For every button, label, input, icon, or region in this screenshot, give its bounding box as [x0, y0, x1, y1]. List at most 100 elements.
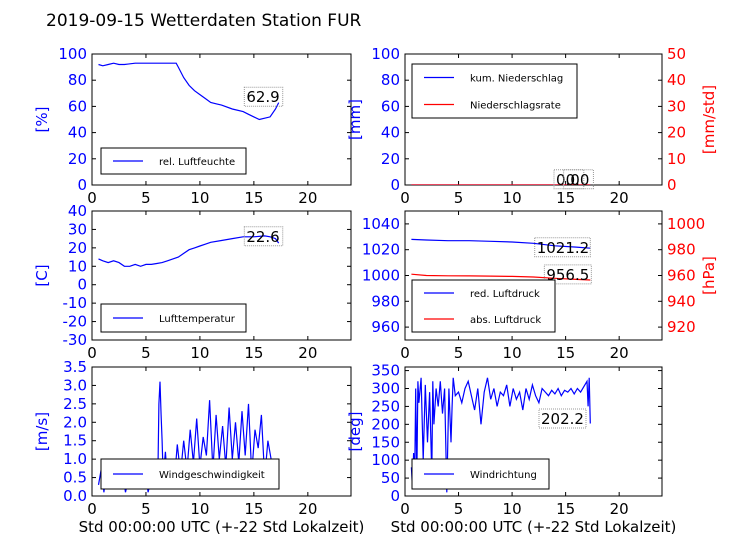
y-tick-label: 50	[381, 469, 400, 487]
series-line-humidity-0	[98, 62, 280, 121]
series-line-pressure-0	[411, 238, 591, 249]
y-right-axis-label: [mm/std]	[700, 85, 718, 154]
y-tick-label: 0	[77, 176, 87, 194]
x-tick-label: 5	[454, 500, 464, 518]
panel-precipitation: 0 5 10 15 20 0 20 40 60 80 100 0 10 20 30 40 50 [mm] [mm/s…	[346, 45, 718, 207]
value-annotation-box	[538, 408, 587, 429]
y-tick-label: 2.0	[63, 413, 87, 431]
series-line-temperature-0	[98, 235, 280, 267]
y-tick-label: 1.5	[63, 432, 87, 450]
x-tick-label: 5	[454, 344, 464, 362]
panel-pressure: 0 5 10 15 20 960 980 1000 1020 1040 920 940 960 980 10…	[362, 210, 718, 362]
y-tick-label: 10	[68, 257, 87, 275]
y-tick-label: 60	[381, 97, 400, 115]
y-axis-label: [deg]	[346, 412, 364, 452]
x-tick-label: 0	[400, 500, 410, 518]
x-axis-label: Std 00:00:00 UTC (+-22 Std Lokalzeit)	[391, 518, 677, 536]
y-tick-label: 3.0	[63, 376, 87, 394]
value-annotation: 202.2	[541, 410, 584, 428]
legend-label: abs. Luftdruck	[470, 315, 541, 326]
x-tick-label: 20	[298, 500, 317, 518]
legend-box	[411, 458, 550, 490]
x-tick-label: 20	[298, 344, 317, 362]
y-right-tick-label: 920	[667, 318, 696, 336]
y-tick-label: 100	[371, 451, 400, 469]
legend-label: Lufttemperatur	[159, 314, 236, 325]
panel-humidity: 0 5 10 15 20 0 20 40 60 80 100 [%] 62.9 rel. Luftfeuc…	[33, 45, 352, 207]
y-tick-label: 0	[77, 276, 87, 294]
y-tick-label: 1000	[362, 267, 400, 285]
legend-label: rel. Luftfeuchte	[159, 157, 235, 168]
legend-box	[411, 279, 556, 333]
x-tick-label: 10	[190, 344, 209, 362]
value-annotation-box	[553, 169, 585, 190]
y-tick-label: 30	[68, 220, 87, 238]
x-tick-label: 5	[141, 344, 151, 362]
y-right-tick-label: 40	[667, 71, 686, 89]
y-tick-label: -10	[63, 294, 88, 312]
y-right-tick-label: 1000	[667, 215, 705, 233]
x-tick-label: 10	[190, 189, 209, 207]
y-tick-label: 980	[371, 292, 400, 310]
y-tick-label: 40	[68, 202, 87, 220]
legend-label: kum. Niederschlag	[470, 74, 563, 85]
x-tick-label: 15	[556, 344, 575, 362]
y-right-tick-label: 50	[667, 45, 686, 63]
y-axis-label: [m/s]	[33, 412, 51, 451]
x-tick-label: 15	[244, 189, 263, 207]
x-tick-label: 10	[190, 500, 209, 518]
legend-label: Niederschlagsrate	[470, 101, 561, 112]
series-line-winddirection-0	[410, 377, 591, 493]
y-right-tick-label: 940	[667, 292, 696, 310]
y-tick-label: 0	[390, 176, 400, 194]
y-tick-label: 40	[381, 124, 400, 142]
y-axis-label: [mm]	[346, 99, 364, 140]
legend-label: red. Luftdruck	[470, 289, 540, 300]
x-tick-label: 5	[141, 189, 151, 207]
value-annotation: 22.6	[246, 228, 279, 246]
x-tick-label: 15	[244, 500, 263, 518]
y-tick-label: 0.0	[63, 487, 87, 505]
x-tick-label: 15	[556, 189, 575, 207]
series-line-pressure-1	[411, 273, 591, 281]
x-axis-label: Std 00:00:00 UTC (+-22 Std Lokalzeit)	[79, 518, 365, 536]
value-annotation-box	[563, 169, 594, 190]
x-tick-label: 0	[87, 344, 97, 362]
x-tick-label: 0	[400, 344, 410, 362]
value-annotation-box	[543, 264, 592, 285]
x-tick-label: 0	[400, 189, 410, 207]
x-tick-label: 20	[298, 189, 317, 207]
y-tick-label: 3.5	[63, 358, 87, 376]
y-tick-label: 200	[371, 415, 400, 433]
y-tick-label: 1.0	[63, 450, 87, 468]
y-tick-label: 40	[68, 124, 87, 142]
y-tick-label: 2.5	[63, 395, 87, 413]
value-annotation-box	[243, 86, 284, 107]
plot-frame	[91, 210, 352, 341]
figure-title: 2019-09-15 Wetterdaten Station FUR	[46, 11, 362, 31]
y-tick-label: 100	[58, 45, 87, 63]
y-right-tick-label: 30	[667, 97, 686, 115]
y-tick-label: -20	[63, 313, 88, 331]
y-tick-label: 60	[68, 97, 87, 115]
value-annotation-box	[534, 237, 591, 258]
y-right-tick-label: 960	[667, 267, 696, 285]
legend-label: Windgeschwindigkeit	[159, 470, 265, 481]
x-tick-label: 10	[503, 344, 522, 362]
panel-windspeed: 0 5 10 15 20 0.00.51.01.52.02.53.03.5 [m/s] Std…	[33, 358, 364, 536]
x-tick-label: 5	[454, 189, 464, 207]
y-tick-label: 100	[371, 45, 400, 63]
y-tick-label: 20	[68, 150, 87, 168]
x-tick-label: 15	[244, 344, 263, 362]
y-tick-label: 960	[371, 318, 400, 336]
y-right-tick-label: 0	[667, 176, 677, 194]
x-tick-label: 20	[610, 189, 629, 207]
value-annotation: 0.0	[566, 171, 590, 189]
y-tick-label: 1040	[362, 215, 400, 233]
plot-frame	[91, 53, 352, 186]
plot-frame	[404, 366, 663, 497]
y-right-tick-label: 980	[667, 241, 696, 259]
